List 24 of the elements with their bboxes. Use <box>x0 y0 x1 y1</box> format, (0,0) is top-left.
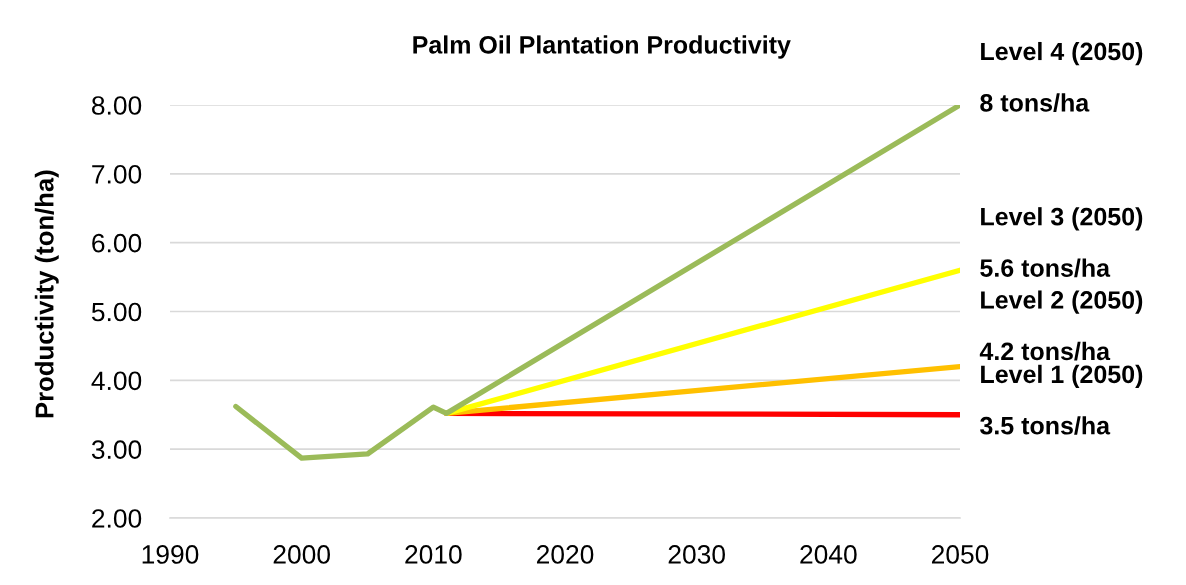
x-tick-label: 1990 <box>142 545 199 564</box>
x-tick-label: 2040 <box>800 545 857 564</box>
y-tick-label: 8.00 <box>92 96 142 115</box>
y-tick-label: 5.00 <box>91 302 142 322</box>
y-axis-title: Productivity (ton/ha) <box>34 170 59 418</box>
series-label: Level 4 (2050) <box>981 41 1143 66</box>
y-tick-label: 7.00 <box>92 164 142 184</box>
x-tick-label: 2010 <box>405 545 462 564</box>
data-label: 4.2 tons/ha <box>979 341 1111 361</box>
x-tick-label: 2020 <box>536 545 594 564</box>
y-tick-label: 3.00 <box>91 440 142 459</box>
series-label: Level 1 (2050) <box>981 364 1143 389</box>
text: Level 2 (2050) <box>981 290 1143 314</box>
x-tick-label: 2050 <box>931 545 989 564</box>
chart-title: Palm Oil Plantation Productivity <box>413 35 791 59</box>
x-tick-label: 2000 <box>273 545 330 564</box>
y-tick-label: 2.00 <box>92 509 142 528</box>
series-label: Level 3 (2050) <box>981 207 1143 231</box>
data-label: 8 tons/ha <box>980 93 1090 112</box>
data-label: 5.6 tons/ha <box>980 258 1111 278</box>
y-tick-label: 6.00 <box>92 233 142 253</box>
x-tick-label: 2030 <box>668 545 725 564</box>
y-tick-label: 4.00 <box>91 371 142 391</box>
data-label: 3.5 tons/ha <box>980 416 1111 435</box>
